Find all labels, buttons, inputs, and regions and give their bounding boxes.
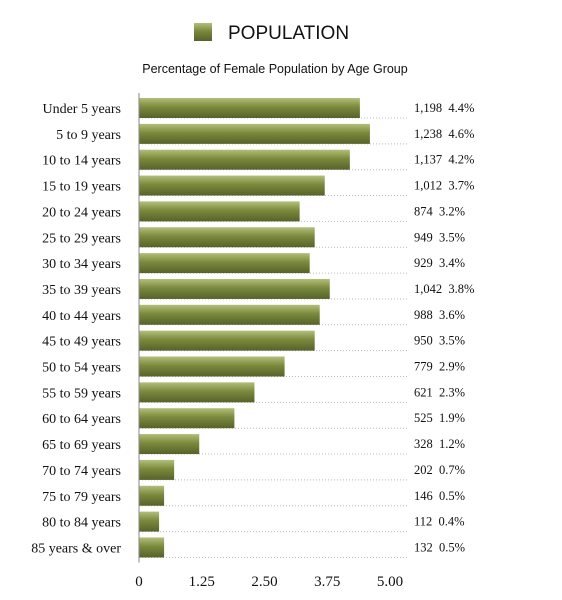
value-labels: 1,198 4.4% 1,238 4.6% 1,137 4.2% 1,012 3.7%… xyxy=(414,101,474,554)
bar xyxy=(139,304,320,325)
category-label: 5 to 9 years xyxy=(56,128,121,143)
value-label: 779 2.9% xyxy=(414,360,465,374)
category-label: 50 to 54 years xyxy=(42,361,121,376)
chart-subtitle: Percentage of Female Population by Age G… xyxy=(142,62,407,76)
value-label: 949 3.5% xyxy=(414,230,465,244)
value-label: 988 3.6% xyxy=(414,308,465,322)
bar xyxy=(139,227,315,248)
bar xyxy=(139,459,175,480)
category-label: 70 to 74 years xyxy=(42,464,121,479)
value-label: 112 0.4% xyxy=(414,515,465,529)
x-tick-label: 3.75 xyxy=(314,574,340,590)
bar xyxy=(139,537,165,558)
bar xyxy=(139,356,285,377)
category-label: 45 to 49 years xyxy=(42,335,121,350)
category-label: 40 to 44 years xyxy=(42,309,121,324)
value-label: 874 3.2% xyxy=(414,204,465,218)
category-label: 55 to 59 years xyxy=(42,386,121,401)
bar xyxy=(139,98,360,118)
value-label: 1,042 3.8% xyxy=(414,282,474,296)
category-label: 20 to 24 years xyxy=(42,205,121,220)
category-label: 15 to 19 years xyxy=(42,180,121,195)
value-label: 929 3.4% xyxy=(414,256,465,270)
x-tick-label: 5.00 xyxy=(377,574,403,590)
value-label: 1,012 3.7% xyxy=(414,179,474,193)
x-tick-label: 1.25 xyxy=(189,574,215,590)
bar xyxy=(139,253,310,274)
legend-label: POPULATION xyxy=(228,23,349,44)
bars xyxy=(139,98,370,558)
category-label: 75 to 79 years xyxy=(42,490,121,505)
value-label: 146 0.5% xyxy=(414,489,465,503)
category-labels: Under 5 years 5 to 9 years 10 to 14 years 1… xyxy=(31,102,121,556)
category-label: 60 to 64 years xyxy=(42,412,121,427)
x-tick-label: 2.50 xyxy=(251,574,277,590)
value-label: 1,238 4.6% xyxy=(414,127,474,141)
category-label: 25 to 29 years xyxy=(42,231,121,246)
bar xyxy=(139,511,160,532)
category-label: 10 to 14 years xyxy=(42,154,121,169)
bar xyxy=(139,149,350,170)
value-label: 132 0.5% xyxy=(414,540,465,554)
bar xyxy=(139,330,315,351)
value-label: 1,137 4.2% xyxy=(414,153,474,167)
value-label: 621 2.3% xyxy=(414,385,465,399)
bar xyxy=(139,201,300,222)
legend: POPULATION xyxy=(194,23,349,44)
bar xyxy=(139,408,235,429)
bar xyxy=(139,278,330,299)
bar xyxy=(139,175,325,196)
category-label: 35 to 39 years xyxy=(42,283,121,298)
bar xyxy=(139,434,200,455)
legend-swatch xyxy=(194,23,212,41)
value-label: 525 1.9% xyxy=(414,411,465,425)
bar xyxy=(139,123,370,144)
x-axis: 0 1.25 2.50 3.75 5.00 xyxy=(135,93,403,590)
bar xyxy=(139,382,255,403)
category-label: 80 to 84 years xyxy=(42,516,121,531)
value-label: 950 3.5% xyxy=(414,334,465,348)
category-label: 65 to 69 years xyxy=(42,438,121,453)
value-label: 328 1.2% xyxy=(414,437,465,451)
bar xyxy=(139,485,165,506)
value-label: 202 0.7% xyxy=(414,463,465,477)
x-tick-label: 0 xyxy=(135,574,143,590)
category-label: Under 5 years xyxy=(42,102,121,117)
category-label: 85 years & over xyxy=(31,541,121,556)
category-label: 30 to 34 years xyxy=(42,257,121,272)
value-label: 1,198 4.4% xyxy=(414,101,474,115)
